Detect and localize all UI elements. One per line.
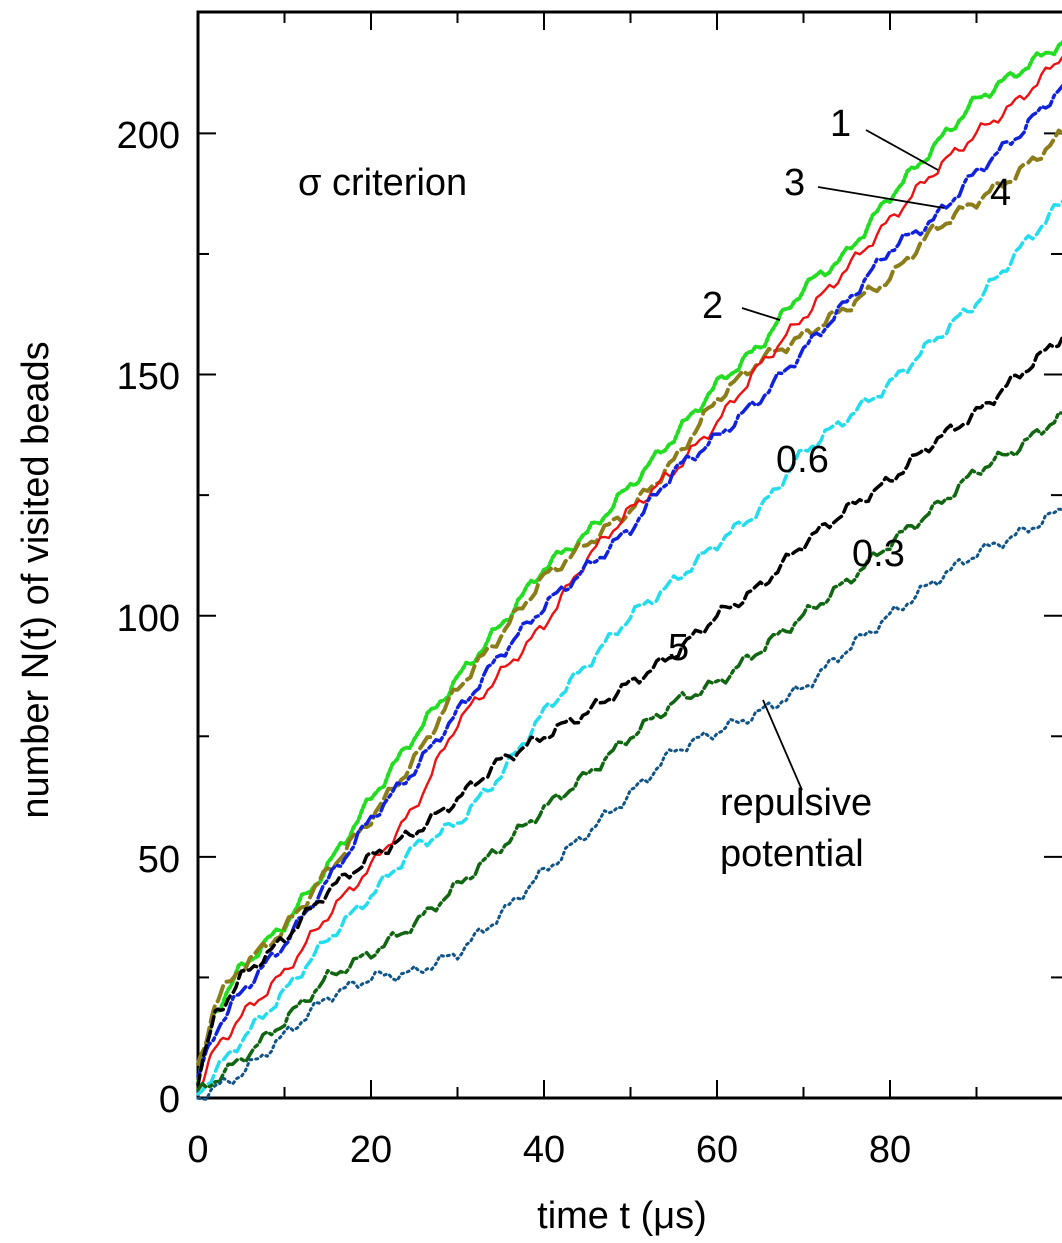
repulsive-annotation-line1: repulsive <box>720 782 872 824</box>
series-line-2 <box>196 40 1062 1086</box>
curve-label-3: 3 <box>784 162 805 204</box>
repulsive-annotation-line2: potential <box>720 833 864 875</box>
series-line-0.3 <box>196 411 1062 1092</box>
series-line-3 <box>196 83 1062 1078</box>
x-tick-label: 60 <box>696 1129 738 1171</box>
x-axis-title: time t (μs) <box>537 1195 707 1237</box>
series-line-0.6 <box>196 199 1062 1096</box>
curve-labels: 1 3 4 2 0.6 0.3 5 σ criterion repulsive … <box>298 103 1011 875</box>
callout-3 <box>817 186 945 209</box>
series-lines <box>196 40 1062 1101</box>
y-tick-labels: 0 50 100 150 200 <box>117 115 180 1121</box>
x-tick-label: 40 <box>523 1129 565 1171</box>
curve-label-2: 2 <box>702 285 723 327</box>
curve-label-4: 4 <box>990 172 1011 214</box>
y-tick-label: 200 <box>117 115 180 157</box>
x-tick-label: 80 <box>869 1129 911 1171</box>
y-tick-label: 0 <box>159 1079 180 1121</box>
label-callouts <box>741 129 945 791</box>
callout-repulsive <box>762 699 803 791</box>
curve-label-0.3: 0.3 <box>852 533 905 575</box>
series-line-1 <box>196 55 1062 1092</box>
x-tick-label: 20 <box>350 1129 392 1171</box>
curve-label-5: 5 <box>668 627 689 669</box>
x-tick-label: 0 <box>187 1129 208 1171</box>
callout-1 <box>865 129 939 171</box>
series-line-5 <box>196 334 1062 1087</box>
y-tick-label: 150 <box>117 356 180 398</box>
y-axis-title: number N(t) of visited beads <box>15 341 57 818</box>
x-tick-labels: 0 20 40 60 80 <box>187 1129 911 1171</box>
callout-2 <box>741 307 781 321</box>
series-line-4 <box>196 128 1062 1066</box>
curve-label-0.6: 0.6 <box>776 439 829 481</box>
curve-label-1: 1 <box>830 103 851 145</box>
y-tick-label: 50 <box>138 839 180 881</box>
criterion-annotation: σ criterion <box>298 162 467 204</box>
y-tick-label: 100 <box>117 598 180 640</box>
series-line-repulsive-potential <box>196 507 1062 1101</box>
